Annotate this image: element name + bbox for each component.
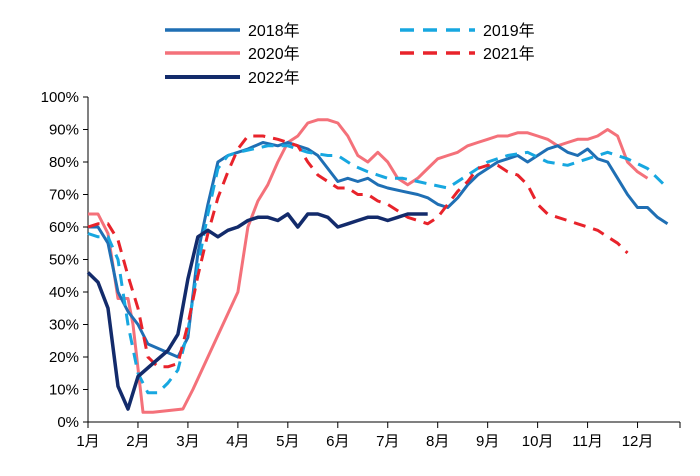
x-tick-label: 9月 <box>476 433 499 450</box>
legend: 2018年 2019年 2020年 2021年 2022年 <box>165 22 535 87</box>
y-tick-label: 20% <box>49 349 79 366</box>
y-tick-label: 90% <box>49 122 79 139</box>
legend-item-2018: 2018年 <box>165 22 300 40</box>
legend-label: 2022年 <box>248 69 300 87</box>
x-tick-label: 5月 <box>276 433 299 450</box>
legend-item-2019: 2019年 <box>400 22 535 40</box>
x-tick-label: 6月 <box>326 433 349 450</box>
series-line-2022 <box>86 212 428 411</box>
x-tick-label: 8月 <box>426 433 449 450</box>
y-tick-label: 40% <box>49 284 79 301</box>
legend-label: 2020年 <box>248 45 300 63</box>
y-tick-label: 80% <box>49 154 79 171</box>
legend-item-2021: 2021年 <box>400 45 535 63</box>
y-tick-label: 30% <box>49 317 79 334</box>
legend-label: 2019年 <box>483 22 535 40</box>
series-line-2019 <box>87 144 669 395</box>
y-tick-label: 50% <box>49 252 79 269</box>
x-tick-label: 3月 <box>176 433 199 450</box>
x-tick-label: 1月 <box>76 433 99 450</box>
x-tick-label: 10月 <box>522 433 554 450</box>
legend-item-2020: 2020年 <box>165 45 300 63</box>
x-tick-label: 2月 <box>126 433 149 450</box>
axes: 0% 10% 20% 30% 40% 50% 60% 70% 80% 90% 100% 1月 2月 3月 4… <box>41 89 681 450</box>
series-line-2021 <box>87 134 629 369</box>
y-tick-label: 10% <box>49 382 79 399</box>
legend-label: 2021年 <box>483 45 535 63</box>
x-tick-label: 7月 <box>376 433 399 450</box>
plot-area <box>86 118 669 414</box>
legend-item-2022: 2022年 <box>165 69 300 87</box>
y-tick-label: 70% <box>49 187 79 204</box>
y-tick-label: 100% <box>41 89 79 106</box>
y-tick-label: 0% <box>57 414 79 431</box>
legend-label: 2018年 <box>248 22 300 40</box>
y-tick-label: 60% <box>49 219 79 236</box>
x-tick-label: 11月 <box>572 433 603 450</box>
x-tick-label: 12月 <box>622 433 654 450</box>
x-tick-label: 4月 <box>226 433 249 450</box>
